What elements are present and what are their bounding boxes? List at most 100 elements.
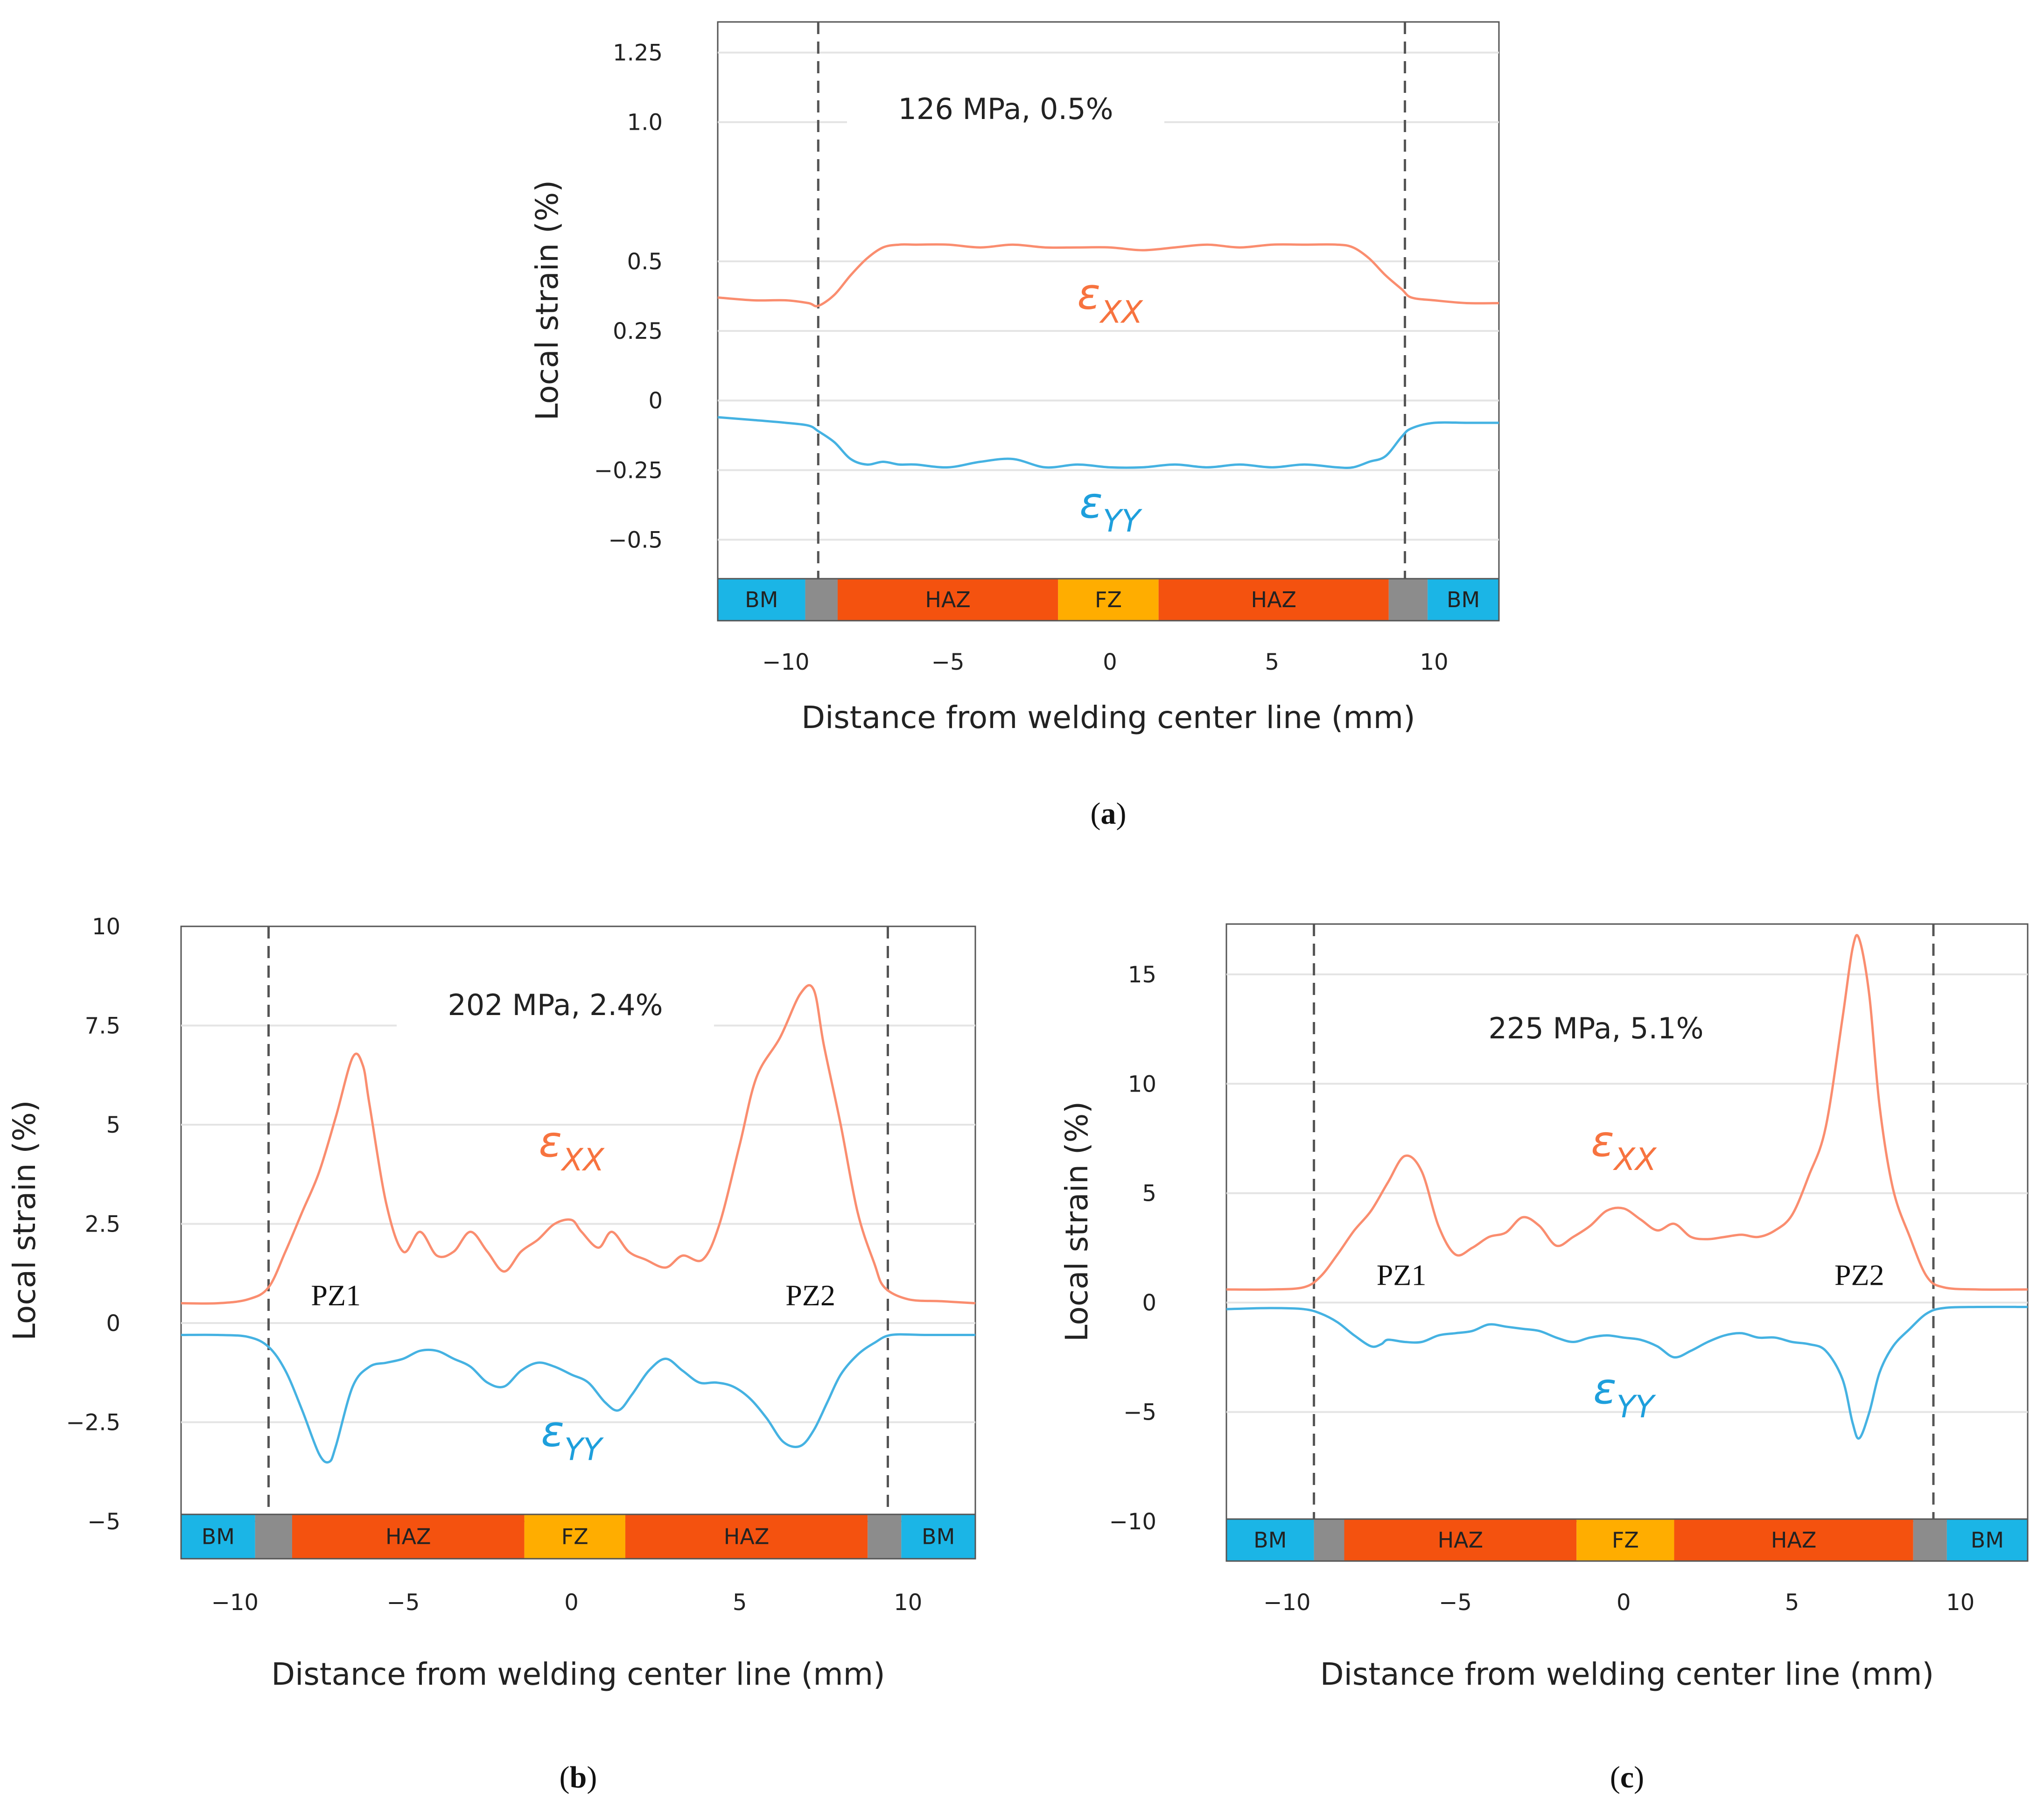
pz-label: PZ2 bbox=[785, 1279, 835, 1312]
zone-segment bbox=[805, 579, 838, 621]
x-axis-label: Distance from welding center line (mm) bbox=[801, 700, 1415, 735]
y-tick-label: −5 bbox=[87, 1509, 120, 1535]
zone-segment bbox=[292, 1514, 525, 1559]
zone-label: BM bbox=[745, 587, 778, 612]
y-tick-label: 1.25 bbox=[613, 40, 663, 66]
y-tick-label: 10 bbox=[1128, 1071, 1156, 1097]
x-tick-label: −10 bbox=[211, 1590, 259, 1616]
zone-segment bbox=[181, 1514, 255, 1559]
y-axis-label: Local strain (%) bbox=[1059, 1101, 1095, 1342]
annotation-text: 225 MPa, 5.1% bbox=[1488, 1011, 1703, 1045]
zone-label: BM bbox=[1253, 1527, 1287, 1553]
annotation-box bbox=[847, 77, 1164, 133]
zone-segment bbox=[1058, 579, 1159, 621]
annotation-text: 202 MPa, 2.4% bbox=[448, 988, 663, 1022]
zone-segment bbox=[1344, 1519, 1577, 1561]
annotation-box bbox=[397, 973, 714, 1029]
x-tick-label: 0 bbox=[564, 1590, 579, 1616]
zone-label: HAZ bbox=[1251, 587, 1296, 612]
zone-segment bbox=[1158, 579, 1389, 621]
y-tick-label: 0.25 bbox=[613, 318, 663, 344]
zone-segment bbox=[718, 579, 805, 621]
zone-band-frame bbox=[717, 578, 1500, 622]
x-tick-label: −10 bbox=[762, 649, 809, 675]
series-line-exx bbox=[181, 984, 976, 1305]
series-line-exx bbox=[717, 243, 1499, 308]
zone-band: BM HAZ FZ HAZ BM bbox=[717, 578, 1500, 622]
subfigure-label: (b) bbox=[560, 1760, 597, 1794]
x-tick-label: −10 bbox=[1263, 1590, 1310, 1616]
y-tick-label: 1.0 bbox=[627, 110, 663, 136]
x-axis-label: Distance from welding center line (mm) bbox=[271, 1656, 885, 1692]
series-line-eyy bbox=[717, 416, 1499, 469]
zone-segment bbox=[625, 1514, 868, 1559]
y-tick-label: 0 bbox=[106, 1310, 120, 1337]
y-tick-label: 15 bbox=[1128, 962, 1156, 988]
x-tick-label: 5 bbox=[1785, 1590, 1799, 1616]
y-tick-label: 0 bbox=[1142, 1290, 1156, 1316]
zone-label: FZ bbox=[1095, 587, 1122, 612]
y-tick-label: 5 bbox=[1142, 1181, 1156, 1207]
zone-label: BM bbox=[922, 1524, 955, 1549]
y-tick-label: −5 bbox=[1123, 1400, 1156, 1426]
y-tick-label: −2.5 bbox=[66, 1410, 120, 1436]
x-tick-label: −5 bbox=[1439, 1590, 1472, 1616]
y-tick-label: −10 bbox=[1109, 1509, 1156, 1535]
zone-band-frame bbox=[1225, 1518, 2029, 1562]
series-label-eyy: εYY bbox=[541, 1407, 604, 1468]
series-label-eyy: εYY bbox=[1079, 478, 1142, 539]
zone-label: BM bbox=[1971, 1527, 2004, 1553]
zone-segment bbox=[868, 1514, 902, 1559]
zone-label: BM bbox=[202, 1524, 235, 1549]
series-label-exx: εXX bbox=[1077, 269, 1143, 330]
x-tick-label: 5 bbox=[1265, 649, 1280, 675]
zone-segment bbox=[1388, 579, 1428, 621]
pz-label: PZ1 bbox=[1377, 1259, 1427, 1292]
zone-label: HAZ bbox=[385, 1524, 431, 1549]
x-axis-label: Distance from welding center line (mm) bbox=[1320, 1656, 1934, 1692]
zone-band: BM HAZ FZ HAZ BM bbox=[180, 1513, 976, 1560]
annotation-box bbox=[1437, 996, 1755, 1052]
zone-segment bbox=[901, 1514, 975, 1559]
annotation-text: 126 MPa, 0.5% bbox=[898, 92, 1113, 126]
series-label-exx: εXX bbox=[539, 1117, 605, 1178]
zone-label: HAZ bbox=[925, 587, 971, 612]
x-tick-label: 5 bbox=[733, 1590, 747, 1616]
zone-segment bbox=[1946, 1519, 2028, 1561]
zone-segment bbox=[838, 579, 1058, 621]
x-tick-label: 10 bbox=[1946, 1590, 1974, 1616]
zone-band-frame bbox=[180, 1513, 976, 1560]
y-tick-label: −0.5 bbox=[608, 527, 663, 553]
zone-label: BM bbox=[1447, 587, 1480, 612]
zone-band: BM HAZ FZ HAZ BM bbox=[1225, 1518, 2029, 1562]
series-label-eyy: εYY bbox=[1593, 1364, 1656, 1425]
y-tick-label: 0.5 bbox=[627, 249, 663, 275]
x-tick-label: −5 bbox=[931, 649, 965, 675]
zone-segment bbox=[255, 1514, 292, 1559]
y-axis-label: Local strain (%) bbox=[7, 1100, 42, 1340]
x-tick-label: −5 bbox=[387, 1590, 420, 1616]
y-tick-label: −0.25 bbox=[594, 457, 663, 483]
y-tick-label: 0 bbox=[648, 388, 663, 414]
chart-c: 225 MPa, 5.1% BM HAZ FZ HAZ BM εXX εYY PZ1 PZ2 −10… bbox=[1059, 923, 2029, 1794]
zone-label: HAZ bbox=[1438, 1527, 1484, 1553]
series-label-exx: εXX bbox=[1591, 1116, 1657, 1177]
subfigure-label: (c) bbox=[1610, 1760, 1644, 1794]
zone-segment bbox=[1226, 1519, 1314, 1561]
zone-label: HAZ bbox=[724, 1524, 770, 1549]
pz-label: PZ2 bbox=[1834, 1259, 1884, 1292]
zone-segment bbox=[1428, 579, 1499, 621]
zone-segment bbox=[524, 1514, 625, 1559]
x-tick-label: 10 bbox=[1420, 649, 1449, 675]
series-line-eyy bbox=[1226, 1305, 2028, 1440]
zone-segment bbox=[1576, 1519, 1674, 1561]
pz-label: PZ1 bbox=[311, 1279, 361, 1312]
x-tick-label: 0 bbox=[1617, 1590, 1631, 1616]
x-tick-label: 0 bbox=[1103, 649, 1117, 675]
zone-segment bbox=[1674, 1519, 1913, 1561]
zone-label: HAZ bbox=[1771, 1527, 1817, 1553]
chart-b: 202 MPa, 2.4% BM HAZ FZ HAZ BM εXX εYY PZ1 PZ2 −10… bbox=[7, 914, 976, 1794]
y-tick-label: 10 bbox=[92, 914, 120, 940]
series-line-eyy bbox=[181, 1333, 975, 1464]
